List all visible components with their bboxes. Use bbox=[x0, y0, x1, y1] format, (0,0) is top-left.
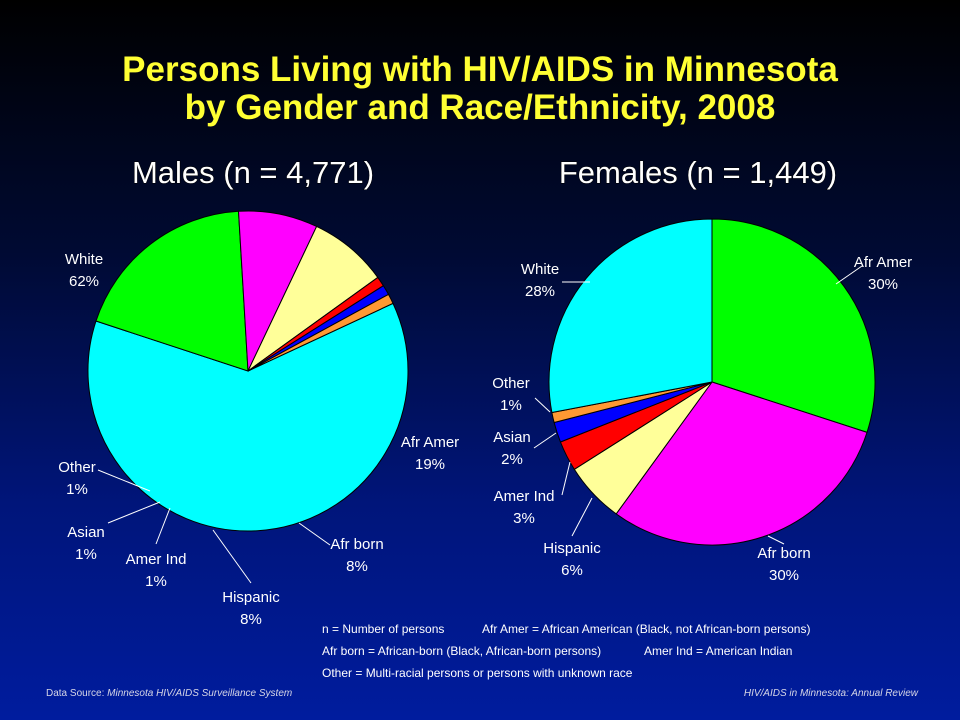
males-leader-line bbox=[298, 522, 331, 546]
males-slice-percent: 8% bbox=[346, 558, 368, 575]
males-slice-label: Asian bbox=[67, 524, 105, 541]
females-leader-line bbox=[835, 265, 863, 285]
chart-title-line2: by Gender and Race/Ethnicity, 2008 bbox=[184, 88, 776, 127]
males-chart-title: Males (n = 4,771) bbox=[132, 155, 374, 190]
females-chart-title: Females (n = 1,449) bbox=[559, 155, 837, 190]
females-slice-afr-born bbox=[615, 381, 868, 546]
females-leader-line bbox=[767, 535, 785, 545]
males-slice-percent: 62% bbox=[69, 273, 99, 290]
males-slice-percent: 1% bbox=[66, 481, 88, 498]
males-leader-line bbox=[155, 507, 171, 545]
chart-title-line1: Persons Living with HIV/AIDS in Minnesot… bbox=[122, 50, 838, 89]
males-slice-percent: 1% bbox=[75, 546, 97, 563]
females-slice-label: Afr born bbox=[757, 545, 810, 562]
males-slice-label: White bbox=[65, 251, 103, 268]
females-slice-label: Amer Ind bbox=[494, 488, 555, 505]
note-other: Other = Multi-racial persons or persons … bbox=[322, 666, 633, 680]
note-n: n = Number of persons bbox=[322, 622, 445, 636]
females-slice-percent: 30% bbox=[769, 567, 799, 584]
report-name: HIV/AIDS in Minnesota: Annual Review bbox=[743, 688, 918, 699]
females-slice-percent: 2% bbox=[501, 451, 523, 468]
males-slice-label: Amer Ind bbox=[126, 551, 187, 568]
females-slice-label: Asian bbox=[493, 429, 531, 446]
males-slice-other bbox=[247, 293, 394, 372]
females-leader-line bbox=[571, 497, 593, 537]
males-leader-line bbox=[97, 469, 151, 492]
males-slice-percent: 1% bbox=[145, 573, 167, 590]
data-source-prefix: Data Source: bbox=[46, 688, 105, 699]
females-leader-line bbox=[561, 461, 571, 496]
note-afr-amer: Afr Amer = African American (Black, not … bbox=[482, 622, 811, 636]
data-source-name: Minnesota HIV/AIDS Surveillance System bbox=[107, 688, 293, 699]
data-source-footer: Data Source: Minnesota HIV/AIDS Surveill… bbox=[46, 688, 292, 699]
males-slice-percent: 19% bbox=[415, 456, 445, 473]
males-leader-line bbox=[107, 501, 161, 524]
females-slice-white bbox=[548, 218, 713, 414]
males-slice-label: Hispanic bbox=[222, 589, 280, 606]
females-slice-percent: 30% bbox=[868, 276, 898, 293]
females-slice-percent: 6% bbox=[561, 562, 583, 579]
males-leader-line bbox=[212, 529, 252, 584]
females-slice-label: Other bbox=[492, 375, 530, 392]
note-afr-born: Afr born = African-born (Black, African-… bbox=[322, 644, 602, 658]
males-slice-white bbox=[87, 302, 409, 532]
females-slice-afr-amer bbox=[711, 218, 876, 434]
females-slice-percent: 3% bbox=[513, 510, 535, 527]
males-slice-label: Afr born bbox=[330, 536, 383, 553]
males-slice-label: Afr Amer bbox=[401, 434, 459, 451]
note-amer-ind: Amer Ind = American Indian bbox=[644, 644, 793, 658]
females-slice-percent: 28% bbox=[525, 283, 555, 300]
females-leader-line bbox=[534, 397, 551, 413]
males-slice-afr-amer bbox=[95, 210, 249, 372]
females-leader-line bbox=[533, 432, 557, 449]
females-slice-percent: 1% bbox=[500, 397, 522, 414]
report-footer: HIV/AIDS in Minnesota: Annual Review bbox=[744, 688, 918, 699]
females-slice-label: Hispanic bbox=[543, 540, 601, 557]
males-slice-label: Other bbox=[58, 459, 96, 476]
males-slice-percent: 8% bbox=[240, 611, 262, 628]
females-slice-label: White bbox=[521, 261, 559, 278]
females-slice-label: Afr Amer bbox=[854, 254, 912, 271]
